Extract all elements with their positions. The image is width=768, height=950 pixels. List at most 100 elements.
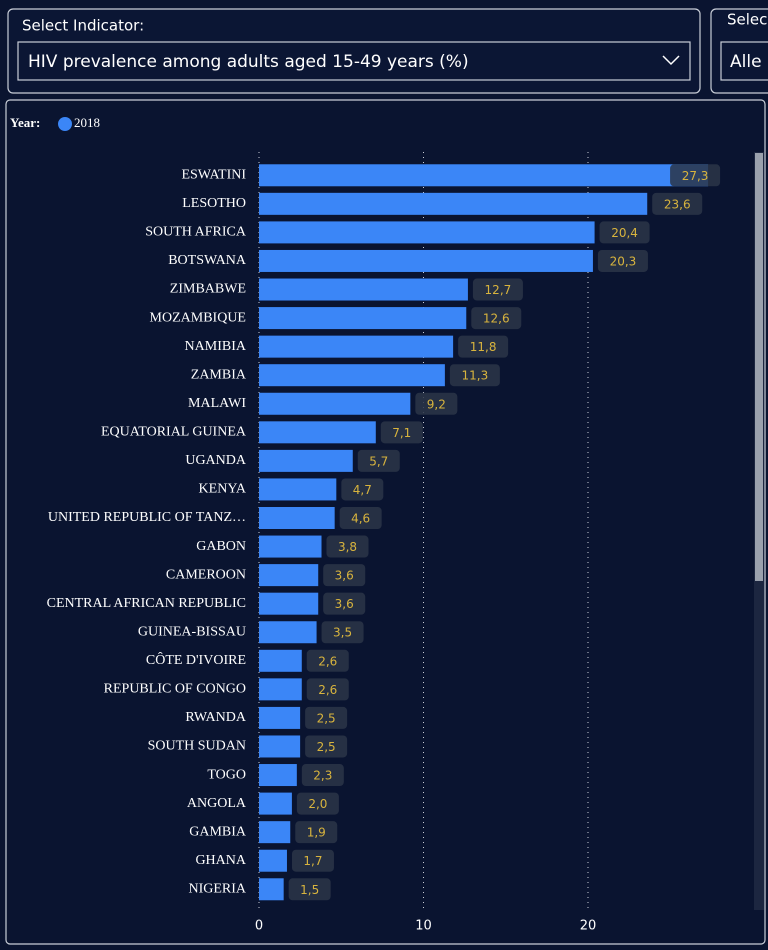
bar xyxy=(259,792,292,815)
category-label: GHANA xyxy=(195,853,246,868)
bar xyxy=(259,564,319,587)
category-label: ZAMBIA xyxy=(191,367,247,382)
value-label-box xyxy=(471,307,522,330)
dropdown-value[interactable]: HIV prevalence among adults aged 15-49 y… xyxy=(28,52,469,72)
category-label: CAMEROON xyxy=(166,567,246,582)
bar xyxy=(259,621,317,644)
bar xyxy=(259,449,353,472)
category-label: ANGOLA xyxy=(187,796,247,811)
category-label: NIGERIA xyxy=(188,881,246,896)
bar xyxy=(259,307,467,330)
category-label: UGANDA xyxy=(185,453,247,468)
bar xyxy=(259,507,335,529)
value-label-box xyxy=(291,849,334,872)
bar xyxy=(259,335,454,358)
value-label-box xyxy=(449,364,500,387)
value-label: 20,4 xyxy=(611,226,638,240)
legend-label: 2018 xyxy=(74,115,100,130)
bar xyxy=(259,535,322,558)
plot: 2018 0 10 20 ESWATINI 27,3 LESOTHO 23,6 SOUTH AF… xyxy=(47,115,721,934)
value-label-box xyxy=(323,564,366,587)
value-label: 2,6 xyxy=(318,683,337,697)
dropdown-chevron[interactable] xyxy=(662,55,680,66)
value-label-box xyxy=(323,592,366,615)
bar xyxy=(259,392,411,415)
bar xyxy=(259,649,302,672)
dropdown[interactable] xyxy=(17,41,691,81)
category-label: RWANDA xyxy=(185,710,247,725)
bar xyxy=(259,592,319,615)
value-label: 7,1 xyxy=(392,426,411,440)
bar xyxy=(259,706,301,729)
slicer-label: Select Indicator: xyxy=(22,17,144,35)
value-label-box xyxy=(670,164,721,187)
category-label: MOZAMBIQUE xyxy=(150,310,246,325)
bar xyxy=(259,764,297,787)
value-label: 11,3 xyxy=(462,369,489,383)
chart-panel xyxy=(5,99,766,945)
category-label: SOUTH AFRICA xyxy=(145,225,247,240)
x-tick-label: 20 xyxy=(580,919,597,934)
scrollbar-thumb[interactable] xyxy=(755,153,763,581)
value-label-box xyxy=(306,649,349,672)
second-slicer xyxy=(710,8,768,94)
category-label: MALAWI xyxy=(188,396,246,411)
value-label: 11,8 xyxy=(470,340,497,354)
value-label-box xyxy=(339,507,382,529)
bar xyxy=(259,849,287,872)
category-label: CÔTE D'IVOIRE xyxy=(146,651,246,668)
value-label-box xyxy=(458,335,509,358)
bar xyxy=(259,164,709,187)
bar xyxy=(259,364,445,387)
bar xyxy=(259,878,284,901)
legend-title: Year: xyxy=(10,115,40,130)
value-label: 12,7 xyxy=(485,283,512,297)
category-label: KENYA xyxy=(199,482,247,497)
value-label: 3,6 xyxy=(335,569,354,583)
value-label-box xyxy=(288,878,331,901)
value-label: 1,5 xyxy=(300,883,319,897)
category-label: CENTRAL AFRICAN REPUBLIC xyxy=(47,596,246,611)
bar xyxy=(259,192,648,215)
value-label-box xyxy=(305,706,348,729)
bar xyxy=(259,421,376,444)
bar xyxy=(259,249,593,272)
value-label-box xyxy=(301,764,344,787)
category-label: GABON xyxy=(196,539,246,554)
category-label: LESOTHO xyxy=(182,196,246,211)
category-label: GAMBIA xyxy=(189,824,247,839)
value-label: 4,7 xyxy=(353,483,372,497)
value-label: 2,6 xyxy=(318,654,337,668)
category-label: EQUATORIAL GUINEA xyxy=(101,425,247,440)
dropdown[interactable] xyxy=(720,41,768,81)
legend-swatch xyxy=(58,117,72,131)
value-label: 9,2 xyxy=(427,397,446,411)
value-label-box xyxy=(321,621,364,644)
category-label: ZIMBABWE xyxy=(170,282,246,297)
value-label-box xyxy=(597,249,648,272)
value-label: 2,5 xyxy=(317,711,336,725)
bar xyxy=(259,221,595,244)
category-label: ESWATINI xyxy=(181,167,246,182)
value-label-box xyxy=(326,535,369,558)
category-label: REPUBLIC OF CONGO xyxy=(104,682,246,697)
slicer-label: Selec xyxy=(727,11,767,29)
bar xyxy=(259,478,337,501)
value-label: 2,3 xyxy=(313,769,332,783)
value-label-box xyxy=(306,678,349,701)
category-label: NAMIBIA xyxy=(185,339,247,354)
value-label: 2,0 xyxy=(308,797,327,811)
value-label: 20,3 xyxy=(610,254,637,268)
category-label: SOUTH SUDAN xyxy=(148,739,246,754)
value-label-box xyxy=(357,449,400,472)
indicator-slicer xyxy=(7,8,701,94)
value-label: 3,8 xyxy=(338,540,357,554)
category-label: UNITED REPUBLIC OF TANZ… xyxy=(48,510,246,525)
value-label: 5,7 xyxy=(369,454,388,468)
value-label-box xyxy=(341,478,384,501)
dropdown-value[interactable]: Alle xyxy=(730,52,762,72)
bar xyxy=(259,678,302,701)
value-label-box xyxy=(599,221,650,244)
